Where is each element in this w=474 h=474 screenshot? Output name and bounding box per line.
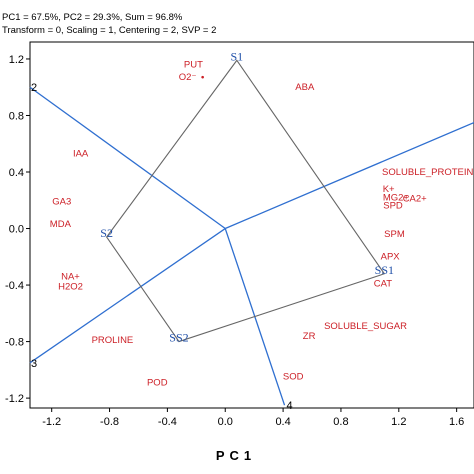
environment-label: SS2 [169,331,188,345]
x-tick-label: -0.8 [100,416,119,428]
variable-label: NA+ [61,271,80,282]
variable-label: IAA [73,148,89,159]
variable-label: H2O2 [58,281,83,292]
plot-frame [29,41,474,409]
header-line-1: PC1 = 67.5%, PC2 = 29.3%, Sum = 96.8% [2,12,183,23]
x-tick-label: -1.2 [42,416,61,428]
x-tick-label: 0.8 [333,416,348,428]
environment-polygon [105,59,386,343]
tester-number: 4 [287,400,293,412]
variable-label: POD [147,377,168,388]
x-axis-title: PC1 [216,448,256,463]
x-tick-label: 0.4 [275,416,290,428]
tester-number: 3 [31,358,37,370]
variable-label: SOD [283,372,304,383]
axis-ticks: -1.2 -0.8 -0.4 0.0 0.4 0.8 1.2 1.6 1.2 0.8 0.4 0.0 -… [5,54,464,428]
x-tick-label: -0.4 [158,416,177,428]
tester-labels: 2 3 4 [31,82,293,412]
variable-label: SOLUBLE_SUGAR [324,321,407,332]
tester-line [29,227,226,364]
variable-label: MG2+ [383,192,410,203]
y-tick-label: 1.2 [9,54,24,66]
polygon-group [105,59,386,343]
variable-point [201,75,204,79]
variable-label: SPM [384,229,405,240]
variable-label: PROLINE [92,335,134,346]
y-tick-label: 0.4 [9,167,24,179]
variable-label: K+ [383,184,395,195]
tester-number: 2 [31,82,37,94]
header-line-2: Transform = 0, Scaling = 1, Centering = … [2,25,217,36]
tester-line [29,86,226,230]
variable-label: ZR [303,331,316,342]
y-tick-label: 0.8 [9,110,24,122]
variable-label: MDA [50,219,72,230]
x-tick-label: 1.2 [391,416,406,428]
variable-label: ABA [295,82,315,93]
tester-line [224,121,474,230]
variable-label: GA3 [52,197,71,208]
environment-label: S2 [100,226,113,240]
tester-lines [29,86,474,406]
variable-label: O2⁻ [179,72,197,83]
variable-label: SPD [383,201,403,212]
y-tick-label: -0.4 [5,280,24,292]
variable-label: CAT [374,278,392,289]
environment-label: SS1 [375,263,394,277]
y-tick-label: 0.0 [9,224,24,236]
x-tick-label: 0.0 [218,416,233,428]
x-tick-label: 1.6 [449,416,464,428]
variable-label: CA2+ [403,194,427,205]
variable-label: PUT [184,59,203,70]
environment-labels: S1 S2 SS1 SS2 [100,49,394,344]
y-tick-label: -0.8 [5,337,24,349]
environment-label: S1 [230,49,243,63]
variable-labels: PUT O2⁻ ABA IAA SOLUBLE_PROTEIN K+MG2+CA2+SPD… [50,59,474,388]
variable-label: APX [381,252,401,263]
y-tick-label: -1.2 [5,393,24,405]
variable-label: SOLUBLE_PROTEIN [382,167,473,178]
